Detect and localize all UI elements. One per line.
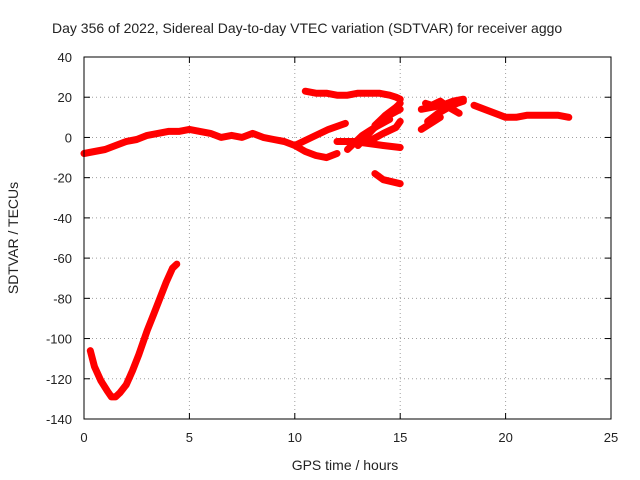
series-arc-rising-5	[371, 99, 404, 129]
y-tick-label: -140	[46, 412, 72, 427]
series-arc-rising-4	[365, 117, 404, 145]
data-series	[80, 87, 573, 401]
x-axis-label: GPS time / hours	[292, 457, 399, 473]
series-arc-late	[470, 101, 573, 121]
y-tick-label: -80	[53, 291, 72, 306]
y-tick-label: -20	[53, 171, 72, 186]
x-tick-label: 20	[498, 430, 512, 445]
x-tick-label: 10	[288, 430, 302, 445]
x-tick-label: 0	[80, 430, 87, 445]
grid	[84, 57, 611, 419]
y-tick-label: 0	[65, 130, 72, 145]
axis-ticks	[83, 56, 612, 420]
y-tick-label: -60	[53, 251, 72, 266]
series-arc-flat-mid	[333, 138, 404, 151]
y-tick-label: 20	[58, 90, 72, 105]
series-arc-low-mid	[371, 170, 404, 188]
y-tick-labels: 40 20 0 -20 -40 -60 -80 -100 -120 -140	[46, 50, 72, 427]
y-tick-label: -120	[46, 372, 72, 387]
series-arc-rising-1	[291, 119, 349, 149]
x-tick-label: 25	[604, 430, 618, 445]
x-tick-labels: 0 5 10 15 20 25	[80, 430, 618, 445]
y-tick-label: -40	[53, 211, 72, 226]
chart-title: Day 356 of 2022, Sidereal Day-to-day VTE…	[52, 20, 562, 36]
x-tick-label: 15	[393, 430, 407, 445]
x-tick-label: 5	[186, 430, 193, 445]
series-arc-low	[86, 260, 181, 401]
series-arc-17d	[422, 97, 463, 117]
y-tick-label: 40	[58, 50, 72, 65]
y-axis-label: SDTVAR / TECUs	[5, 182, 21, 294]
series-arc-17c	[417, 113, 444, 133]
series-arc-upper-mid	[301, 87, 404, 103]
y-tick-label: -100	[46, 332, 72, 347]
plot-frame	[83, 56, 612, 420]
